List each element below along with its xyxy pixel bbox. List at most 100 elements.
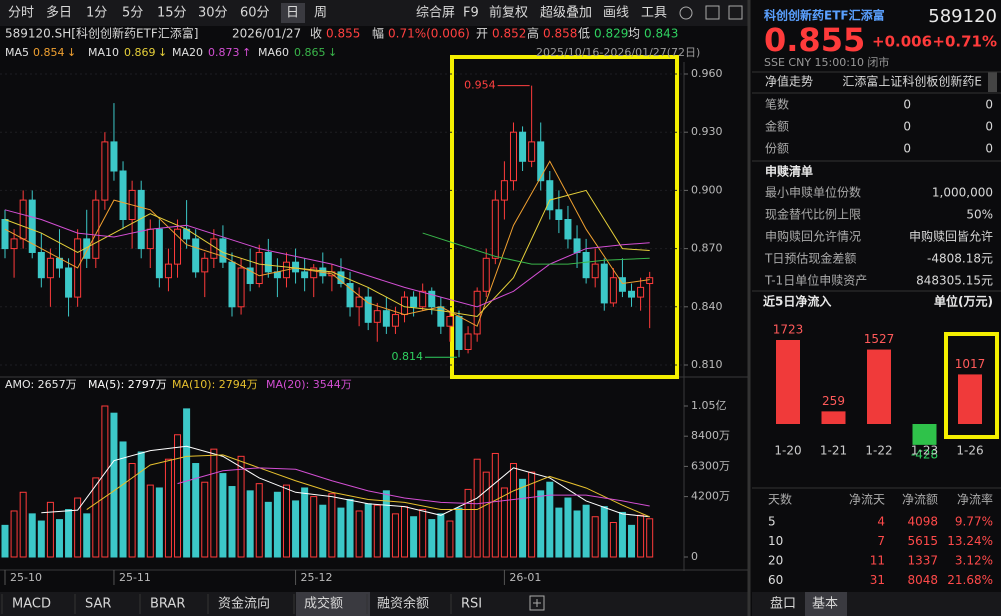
volume-bar bbox=[382, 490, 390, 558]
trade-value: 0 bbox=[985, 120, 993, 134]
volume-bar bbox=[219, 473, 227, 558]
nav-name: 汇添富上证科创板创新药E bbox=[842, 74, 982, 89]
candle-body bbox=[292, 261, 300, 273]
period-button[interactable]: 周 bbox=[314, 6, 327, 21]
panel-tab[interactable]: 基本 bbox=[812, 597, 838, 612]
candle-body bbox=[155, 228, 163, 279]
bottom-tab[interactable]: SAR bbox=[85, 597, 111, 612]
table-cell: 11 bbox=[870, 554, 885, 568]
volume-bar bbox=[101, 405, 109, 558]
period-button[interactable]: 60分 bbox=[240, 6, 270, 21]
list-value: 1,000,000 bbox=[932, 186, 993, 200]
candle-body bbox=[582, 251, 590, 279]
volume-bar bbox=[410, 516, 418, 558]
highlight-box bbox=[450, 55, 679, 379]
volume-bar bbox=[201, 481, 209, 558]
volume-bar bbox=[237, 455, 245, 558]
bottom-tab[interactable]: BRAR bbox=[150, 597, 185, 612]
y-tick-label: 0.900 bbox=[691, 183, 723, 196]
period-button[interactable]: 日 bbox=[286, 6, 299, 21]
window-icon[interactable] bbox=[728, 5, 743, 20]
ma-legend-name: MA5 bbox=[5, 46, 29, 59]
candle-body bbox=[10, 238, 18, 250]
ma-legend-trend: ↑ bbox=[242, 46, 251, 59]
period-button[interactable]: 分时 bbox=[8, 6, 34, 21]
tool-button[interactable]: 超级叠加 bbox=[540, 6, 592, 21]
volume-bar bbox=[509, 463, 517, 558]
ma-line bbox=[4, 160, 650, 327]
tool-button[interactable]: 工具 bbox=[641, 6, 667, 21]
settings-icon[interactable] bbox=[679, 6, 693, 20]
ma-legend-value: 0.865 bbox=[294, 46, 326, 59]
period-selected bbox=[281, 3, 305, 23]
y-tick-label: 6300万 bbox=[691, 459, 730, 472]
inflow-title: 近5日净流入 bbox=[763, 294, 831, 309]
bottom-tab[interactable]: MACD bbox=[12, 597, 51, 612]
volume-bar bbox=[591, 516, 599, 558]
bottom-tab[interactable]: 融资余额 bbox=[377, 596, 429, 612]
volume-bar bbox=[301, 487, 309, 558]
volume-bar bbox=[164, 458, 172, 558]
candle-body bbox=[591, 263, 599, 279]
volume-bar bbox=[128, 463, 136, 558]
inflow-value: 1723 bbox=[773, 323, 804, 337]
ma-legend-value: 0.873 bbox=[208, 46, 240, 59]
volume-bar bbox=[210, 448, 218, 558]
quote-value: 0.843 bbox=[644, 27, 678, 41]
y-tick-label: 4200万 bbox=[691, 490, 730, 503]
add-tab[interactable] bbox=[529, 595, 545, 611]
candle-body bbox=[237, 267, 245, 308]
y-tick-label: 0.930 bbox=[691, 125, 723, 138]
volume-bar bbox=[37, 520, 45, 558]
volume-bar bbox=[600, 506, 608, 558]
period-button[interactable]: 1分 bbox=[86, 6, 107, 21]
volume-bar bbox=[146, 484, 154, 558]
candle-body bbox=[473, 290, 481, 335]
volume-bar bbox=[137, 451, 145, 558]
tool-button[interactable]: 前复权 bbox=[489, 5, 528, 21]
candle-body bbox=[618, 277, 626, 292]
layout-icon[interactable] bbox=[705, 5, 720, 20]
candle-body bbox=[137, 189, 145, 250]
candle-body bbox=[110, 141, 118, 172]
volume-bar bbox=[310, 496, 318, 558]
table-cell: 13.24% bbox=[947, 534, 993, 548]
candle-body bbox=[37, 251, 45, 279]
panel-tab[interactable]: 盘口 bbox=[770, 596, 796, 612]
bottom-tab[interactable]: 资金流向 bbox=[218, 596, 270, 612]
period-button[interactable]: 5分 bbox=[122, 6, 143, 21]
candle-body bbox=[28, 199, 36, 253]
ma-legend-trend: ↓ bbox=[328, 46, 337, 59]
tool-button[interactable]: 综合屏 bbox=[416, 6, 455, 21]
tool-button[interactable]: F9 bbox=[463, 6, 479, 21]
toolbar bbox=[0, 0, 748, 26]
tab-selected bbox=[805, 592, 847, 616]
price: 0.855 bbox=[764, 21, 865, 59]
y-tick-label: 0.810 bbox=[691, 358, 723, 371]
candle-body bbox=[382, 310, 390, 327]
date-range: 2025/10/16-2026/01/27(72日) bbox=[536, 46, 700, 59]
period-button[interactable]: 15分 bbox=[157, 6, 187, 21]
candle-body bbox=[564, 219, 572, 240]
period-button[interactable]: 多日 bbox=[46, 5, 72, 21]
volume-bar bbox=[282, 484, 290, 558]
volume-bar bbox=[246, 490, 254, 558]
fund-code: 589120 bbox=[928, 6, 997, 27]
bottom-tab[interactable]: 成交额 bbox=[304, 596, 343, 612]
nav-tab[interactable]: 净值走势 bbox=[765, 74, 813, 89]
tool-button[interactable]: 画线 bbox=[603, 6, 629, 21]
bottom-tab[interactable]: RSI bbox=[461, 597, 482, 612]
volume-bar bbox=[355, 510, 363, 558]
quote-label: 开 bbox=[476, 27, 488, 41]
volume-bar bbox=[428, 519, 436, 558]
period-button[interactable]: 30分 bbox=[198, 6, 228, 21]
inflow-bar bbox=[821, 411, 846, 424]
table-cell: 31 bbox=[870, 573, 885, 587]
table-cell: 21.68% bbox=[947, 573, 993, 587]
volume-bar bbox=[319, 504, 327, 558]
quote-value: 0.829 bbox=[594, 27, 628, 41]
volume-bar bbox=[346, 498, 354, 558]
volume-bar bbox=[637, 514, 645, 558]
list-value: -4808.18元 bbox=[927, 252, 993, 266]
